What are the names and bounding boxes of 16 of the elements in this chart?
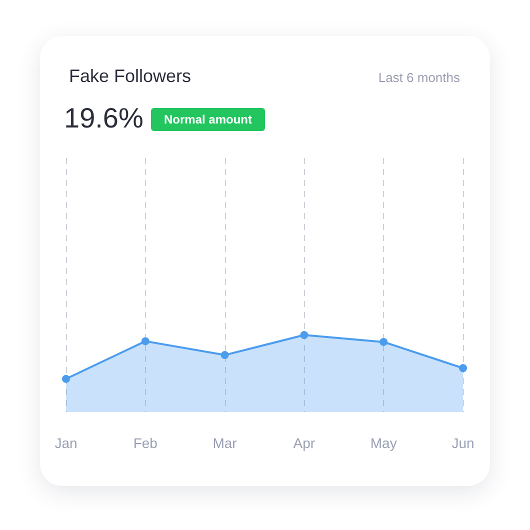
- point: [141, 337, 150, 346]
- point: [459, 364, 467, 372]
- x-tick-label: Feb: [133, 435, 158, 451]
- point: [220, 351, 229, 360]
- x-tick-label: May: [370, 435, 397, 451]
- x-tick-label: Jan: [54, 435, 78, 451]
- chart-title: Fake Followers: [69, 66, 192, 86]
- point: [62, 374, 70, 383]
- text: 19.6%: [64, 102, 144, 134]
- point: [380, 338, 388, 346]
- text: Normal amount: [164, 112, 252, 126]
- chart-subtitle: Last 6 months: [378, 70, 460, 85]
- x-tick-label: Jun: [452, 435, 474, 451]
- point: [300, 331, 308, 340]
- x-tick-label: Mar: [212, 435, 238, 451]
- x-tick-label: Apr: [293, 435, 316, 451]
